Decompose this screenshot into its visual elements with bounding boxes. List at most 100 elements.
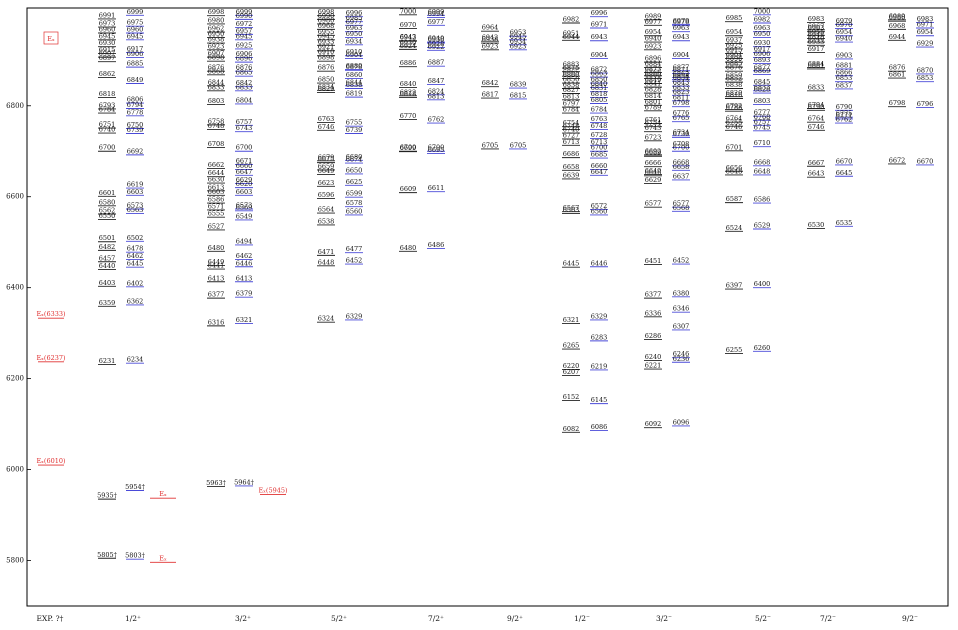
level-label: 6884: [645, 60, 662, 68]
level-label: 6881: [836, 61, 853, 69]
level-label: 6873: [645, 65, 662, 73]
level-label: 6906: [127, 50, 144, 58]
level-label: 6639: [563, 171, 580, 179]
level-label: 6757: [236, 118, 253, 126]
column-label: 7/2⁻: [820, 614, 836, 623]
level-label: 6586: [754, 196, 771, 204]
level-label: 6646: [645, 168, 662, 176]
level-label: 6784: [99, 106, 116, 114]
level-label: 6896: [645, 55, 662, 63]
level-label: 6446: [591, 259, 608, 267]
level-label: 6896: [726, 55, 743, 63]
level-label: 6842: [236, 79, 253, 87]
level-label: 6647: [236, 168, 253, 176]
level-label: 6990: [236, 12, 253, 20]
level-label: 6346: [673, 305, 690, 313]
level-label: 6754: [645, 119, 662, 127]
level-label: 6568: [673, 204, 690, 212]
level-label: 6246: [673, 350, 690, 358]
level-label: 6762: [428, 116, 445, 124]
level-label: 6538: [318, 217, 335, 225]
level-label: 6960: [99, 26, 116, 34]
level-label: 6219: [591, 362, 608, 370]
level-label: 6283: [591, 333, 608, 341]
level-label: 6775: [836, 110, 853, 118]
level-label: 6954: [726, 28, 743, 36]
level-label: 6817: [482, 91, 499, 99]
level-label: 6983: [917, 15, 934, 23]
level-label: 6260: [754, 344, 771, 352]
level-label: 6478: [127, 245, 144, 253]
level-label: 6321: [236, 316, 253, 324]
level-label: 6502: [127, 234, 144, 242]
level-label: 6577: [645, 200, 662, 208]
level-label: 6563: [563, 206, 580, 214]
level-label: 6480: [208, 244, 225, 252]
level-label: 6763: [591, 115, 608, 123]
level-label: 6145: [591, 396, 608, 404]
level-label: 6910: [346, 48, 363, 56]
level-label: 6853: [836, 74, 853, 82]
level-label: 6324: [318, 315, 335, 323]
level-label: 6880: [346, 62, 363, 70]
level-label: 6672: [889, 156, 906, 164]
level-label: 6907: [99, 50, 116, 58]
level-label: 6929: [917, 40, 934, 48]
level-label: 6840: [400, 80, 417, 88]
level-label: 6446: [236, 259, 253, 267]
level-label: 6798: [673, 99, 690, 107]
level-label: 6679: [318, 153, 335, 161]
level-label: 6659: [318, 162, 335, 170]
level-label: 6982: [754, 16, 771, 24]
level-label: 6452: [346, 257, 363, 265]
level-label: 6403: [99, 279, 116, 287]
level-label: 6945: [510, 32, 527, 40]
level-label: 6710: [754, 139, 771, 147]
level-label: 6828: [754, 86, 771, 94]
level-label: 6985: [346, 14, 363, 22]
level-label: 6611: [428, 184, 445, 192]
level-label: 6763: [318, 115, 335, 123]
level-label: 6963: [346, 24, 363, 32]
level-label: 6924: [400, 42, 417, 50]
level-label: 6831: [591, 84, 608, 92]
level-label: 6549: [236, 212, 253, 220]
level-label: 6923: [510, 42, 527, 50]
level-label: 6907: [208, 50, 225, 58]
level-label: 6713: [591, 138, 608, 146]
level-label: 6996: [346, 9, 363, 17]
legend-box: [43, 31, 59, 45]
y-tick-label: 6400: [6, 284, 24, 292]
level-label: 6754: [563, 119, 580, 127]
level-label: 6644: [208, 169, 225, 177]
level-label: 6471: [318, 248, 335, 256]
level-label: 6761: [645, 116, 662, 124]
level-label: 6486: [428, 241, 445, 249]
level-label: 6925: [236, 41, 253, 49]
level-label: 6713: [563, 138, 580, 146]
level-label: 6938: [428, 36, 445, 44]
level-label: 6940: [836, 35, 853, 43]
level-label: 6862: [673, 70, 690, 78]
level-label: 6850: [318, 76, 335, 84]
level-label: 6884: [808, 60, 825, 68]
level-label: 6397: [726, 282, 743, 290]
level-label: 6529: [754, 222, 771, 230]
level-label: 6796: [917, 100, 934, 108]
level-label: 6255: [726, 346, 743, 354]
level-label: 6625: [346, 178, 363, 186]
level-label: 6748: [591, 122, 608, 130]
level-label: 6970: [400, 21, 417, 29]
level-label: 6740: [563, 126, 580, 134]
level-label: 6801: [645, 98, 662, 106]
level-label: 6535: [836, 219, 853, 227]
level-label: 6930: [99, 39, 116, 47]
level-label: 6977: [645, 18, 662, 26]
level-label: 6860: [563, 71, 580, 79]
level-label: 6977: [346, 18, 363, 26]
legend-label: Eₓ: [47, 35, 55, 43]
level-label: 6917: [808, 45, 825, 53]
level-label: 6790: [808, 103, 825, 111]
level-label: 6728: [591, 131, 608, 139]
level-label: 6942: [400, 34, 417, 42]
